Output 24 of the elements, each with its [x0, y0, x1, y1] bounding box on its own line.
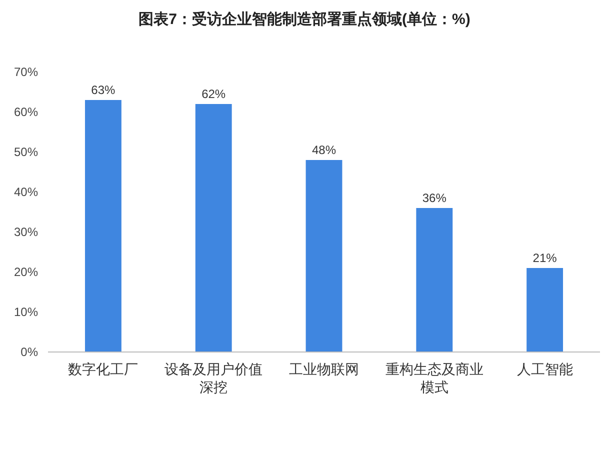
y-tick-label: 0% — [20, 345, 38, 359]
x-tick-label: 人工智能 — [516, 361, 573, 377]
x-tick-label: 设备及用户价值深挖 — [164, 361, 263, 395]
y-tick-label: 30% — [14, 225, 38, 239]
data-label: 36% — [422, 191, 447, 205]
y-tick-label: 70% — [14, 65, 38, 79]
bar — [526, 268, 564, 352]
data-label: 48% — [312, 143, 336, 157]
y-tick-label: 60% — [14, 105, 38, 119]
y-tick-label: 40% — [14, 185, 38, 199]
bar — [306, 160, 342, 352]
x-tick-label: 工业物联网 — [289, 361, 359, 377]
y-tick-label: 20% — [14, 265, 38, 279]
data-label: 62% — [202, 87, 226, 101]
bar — [84, 100, 122, 352]
chart-title: 图表7：受访企业智能制造部署重点领域(单位：%) — [138, 10, 470, 28]
data-label: 21% — [532, 251, 558, 265]
bar — [195, 104, 232, 352]
x-tick-label: 重构生态及商业模式 — [385, 361, 484, 395]
bar — [416, 208, 453, 352]
y-tick-label: 50% — [14, 145, 38, 159]
data-label: 63% — [91, 83, 116, 97]
x-tick-label: 数字化工厂 — [68, 361, 138, 377]
y-tick-label: 10% — [14, 305, 38, 319]
